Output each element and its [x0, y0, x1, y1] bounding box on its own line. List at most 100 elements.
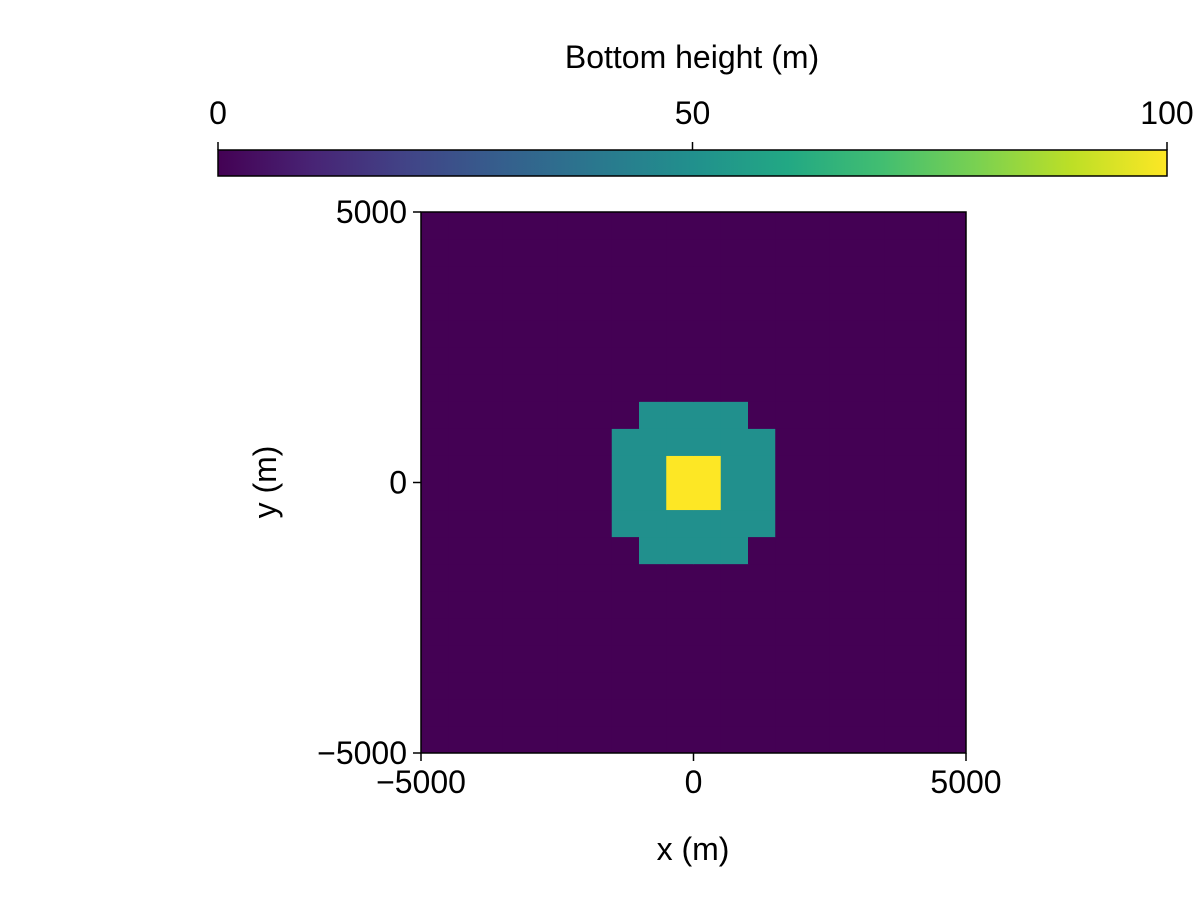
heatmap-cell: [584, 455, 613, 483]
heatmap-cell: [639, 671, 667, 700]
heatmap-cell: [775, 725, 803, 754]
heatmap-cell: [475, 347, 504, 375]
heatmap-cell: [639, 428, 667, 456]
heatmap-cell: [502, 239, 531, 267]
heatmap-cell: [802, 212, 831, 240]
heatmap-cell: [611, 644, 640, 673]
heatmap-cell: [421, 644, 449, 673]
heatmap-cell: [857, 266, 885, 294]
heatmap-cell: [611, 482, 640, 511]
heatmap-cell: [775, 266, 803, 294]
heatmap-cell: [802, 725, 831, 754]
heatmap-cell: [666, 401, 694, 429]
heatmap-cell: [611, 293, 640, 321]
heatmap-cell: [421, 320, 449, 348]
heatmap-cell: [775, 590, 803, 619]
heatmap-cell: [639, 725, 667, 754]
heatmap-cell: [720, 428, 749, 456]
heatmap-cell: [666, 266, 694, 294]
heatmap-cell: [857, 347, 885, 375]
heatmap-cell: [802, 671, 831, 700]
heatmap-cell: [475, 482, 504, 511]
heatmap-cell: [502, 212, 531, 240]
heatmap-cell: [666, 482, 694, 511]
heatmap-cell: [884, 509, 912, 538]
heatmap-cell: [829, 455, 858, 483]
heatmap-cell: [448, 671, 476, 700]
heatmap-cell: [884, 536, 912, 565]
heatmap-cell: [475, 671, 504, 700]
heatmap-cell: [448, 698, 476, 727]
heatmap-cell: [611, 725, 640, 754]
heatmap-cell: [693, 239, 722, 267]
heatmap-cell: [857, 725, 885, 754]
heatmap-cell: [938, 320, 967, 348]
heatmap-cell: [693, 266, 722, 294]
heatmap-cell: [938, 428, 967, 456]
x-axis-label: x (m): [657, 831, 730, 867]
heatmap-cell: [938, 644, 967, 673]
heatmap-cell: [421, 347, 449, 375]
heatmap-cell: [884, 698, 912, 727]
heatmap-cell: [748, 698, 776, 727]
heatmap-cell: [421, 239, 449, 267]
heatmap-cell: [502, 482, 531, 511]
heatmap-cell: [748, 428, 776, 456]
heatmap-cell: [611, 374, 640, 402]
heatmap-cell: [802, 509, 831, 538]
heatmap-cell: [857, 644, 885, 673]
heatmap-cell: [530, 320, 558, 348]
heatmap-cell: [475, 428, 504, 456]
heatmap-cell: [802, 455, 831, 483]
heatmap-cell: [775, 347, 803, 375]
heatmap-cell: [775, 563, 803, 592]
heatmap-cell: [421, 671, 449, 700]
heatmap-cell: [911, 536, 940, 565]
heatmap-cell: [775, 698, 803, 727]
heatmap-cell: [911, 347, 940, 375]
heatmap-cell: [666, 320, 694, 348]
heatmap-cell: [693, 725, 722, 754]
heatmap-cell: [911, 509, 940, 538]
heatmap-cell: [475, 212, 504, 240]
heatmap-cell: [720, 536, 749, 565]
heatmap-cell: [911, 590, 940, 619]
heatmap-cell: [639, 239, 667, 267]
heatmap-cell: [475, 401, 504, 429]
heatmap-cell: [611, 428, 640, 456]
colorbar-tick-label: 0: [209, 95, 227, 131]
heatmap-cell: [448, 401, 476, 429]
heatmap-cell: [666, 671, 694, 700]
heatmap-cell: [720, 212, 749, 240]
heatmap-cell: [693, 320, 722, 348]
heatmap-cell: [775, 374, 803, 402]
heatmap-cell: [693, 347, 722, 375]
heatmap-cell: [775, 428, 803, 456]
heatmap-cell: [502, 347, 531, 375]
heatmap-cell: [775, 671, 803, 700]
heatmap-cell: [938, 374, 967, 402]
heatmap-cell: [502, 374, 531, 402]
heatmap-cell: [938, 455, 967, 483]
heatmap-cell: [748, 482, 776, 511]
heatmap-cell: [448, 590, 476, 619]
heatmap-cell: [421, 563, 449, 592]
heatmap-cell: [802, 401, 831, 429]
y-tick-label: 5000: [336, 194, 407, 230]
x-tick-label: 0: [685, 764, 703, 800]
heatmap-cell: [693, 536, 722, 565]
heatmap-cell: [611, 401, 640, 429]
heatmap-cell: [720, 509, 749, 538]
heatmap-cell: [666, 347, 694, 375]
heatmap-cell: [775, 320, 803, 348]
heatmap-cell: [857, 617, 885, 646]
heatmap-cell: [748, 509, 776, 538]
heatmap-cell: [639, 293, 667, 321]
heatmap-cell: [639, 374, 667, 402]
heatmap-cell: [938, 347, 967, 375]
heatmap-cell: [557, 644, 585, 673]
heatmap-cell: [502, 266, 531, 294]
heatmap-cell: [530, 563, 558, 592]
heatmap-cell: [748, 374, 776, 402]
heatmap-cell: [829, 401, 858, 429]
